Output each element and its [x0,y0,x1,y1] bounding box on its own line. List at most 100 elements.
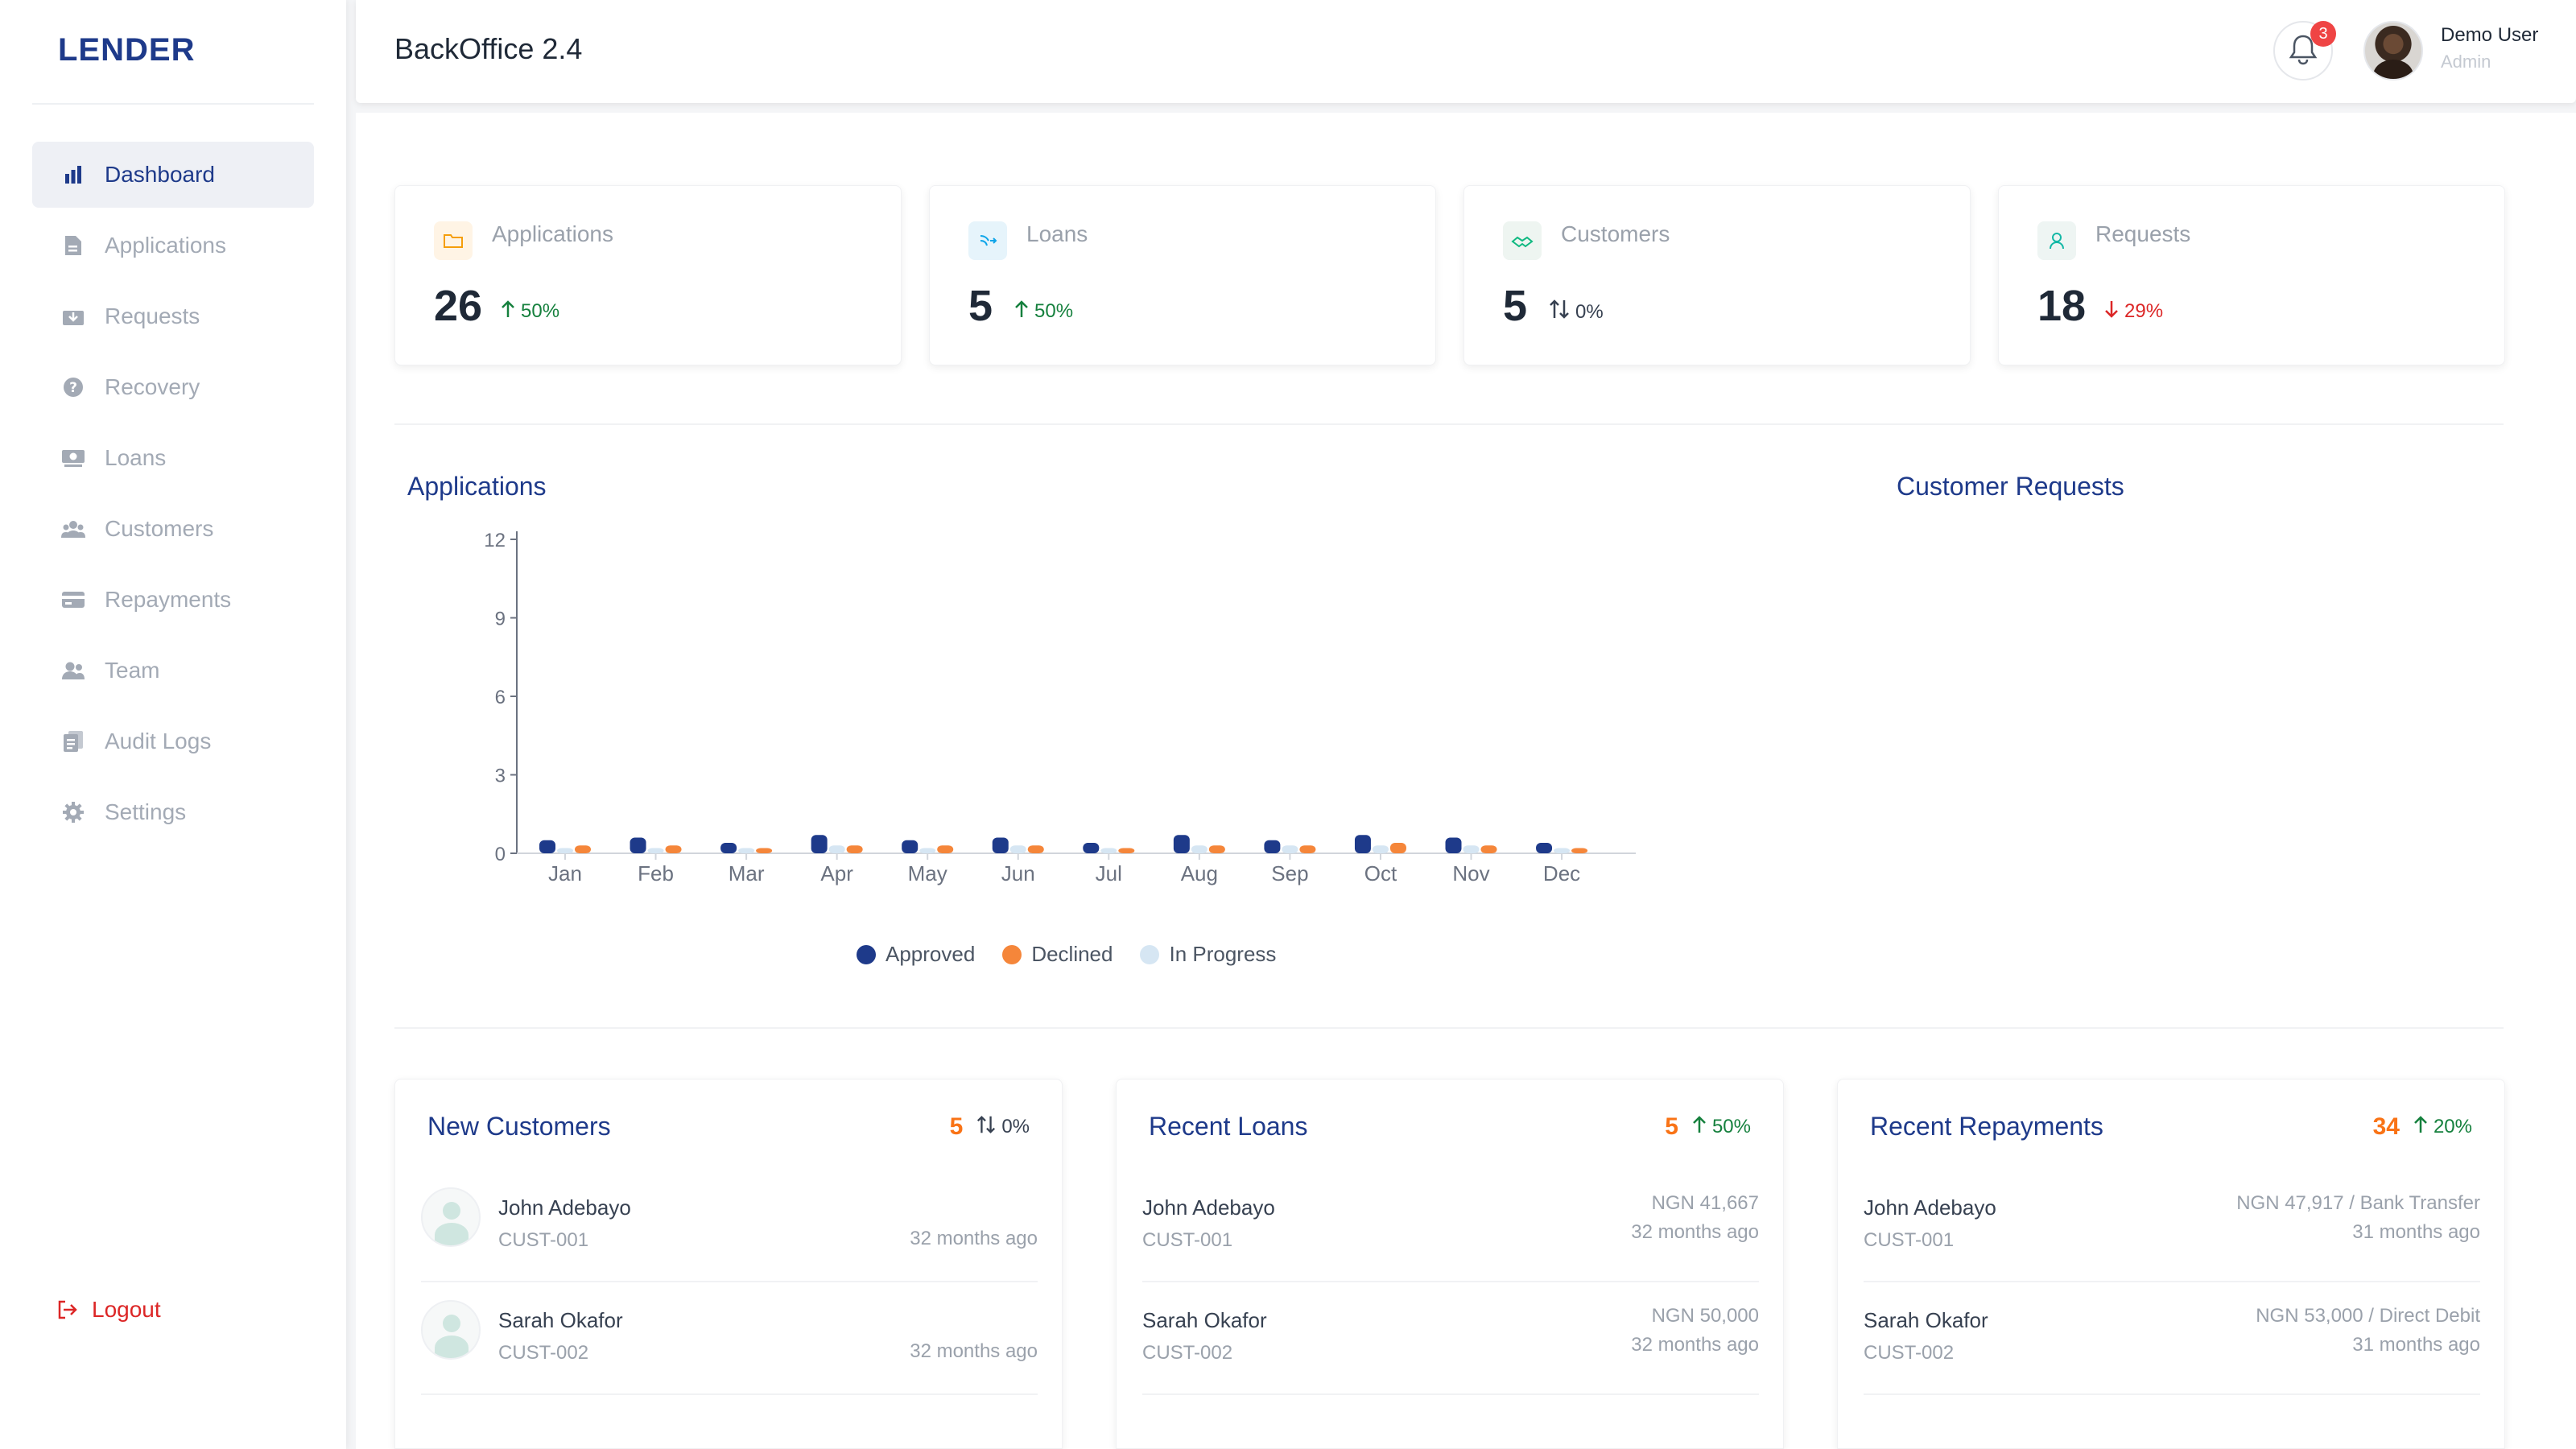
avatar[interactable] [2363,21,2423,80]
bar-declined [1480,845,1497,853]
arrow-up-icon [2413,1114,2429,1140]
customer-id: CUST-002 [1142,1342,1233,1364]
customer-name: John Adebayo [1142,1195,1275,1220]
stat-value: 18 [2037,282,2087,330]
card-summary: 5 0% [950,1113,1030,1141]
bar-declined [1027,845,1044,853]
sidebar-item-requests[interactable]: Requests [32,283,314,349]
x-tick-label: Sep [1271,861,1308,886]
section-divider [394,423,2504,425]
bar-in-progress [1463,845,1480,853]
stat-card-requests[interactable]: Requests 18 29% [1998,185,2505,365]
sidebar-nav: Dashboard Applications Requests ? Recove… [32,142,314,850]
y-tick-label: 3 [495,766,506,787]
sidebar-item-loans[interactable]: Loans [32,425,314,491]
stat-card-customers[interactable]: Customers 5 0% [1463,185,1971,365]
bar-in-progress [828,845,845,853]
row-time: 32 months ago [1631,1334,1759,1356]
inbox-download-icon [60,303,87,330]
bar-approved [1536,843,1553,853]
sidebar-item-dashboard[interactable]: Dashboard [32,142,314,208]
money-icon [60,444,87,472]
bar-in-progress [1282,845,1298,853]
stat-label: Applications [492,221,613,246]
list-item[interactable]: John Adebayo CUST-001 NGN 47,917 / Bank … [1864,1170,2480,1282]
sidebar-item-recovery[interactable]: ? Recovery [32,354,314,420]
sidebar-item-team[interactable]: Team [32,638,314,704]
row-time: 32 months ago [910,1228,1038,1249]
bar-in-progress [557,848,573,853]
bar-declined [1571,848,1588,853]
sidebar-item-repayments[interactable]: Repayments [32,567,314,633]
bar-approved [539,840,555,853]
logout-button[interactable]: Logout [53,1296,161,1323]
handshake-icon [1503,221,1542,260]
bar-approved [902,840,919,853]
clipboard-icon [60,728,87,755]
sidebar: LENDER Dashboard Applications Requests ?… [0,0,346,1449]
card-trend: 50% [1711,1116,1751,1137]
recent-repayments-card: Recent Repayments 34 20% John Adebayo CU… [1837,1079,2505,1449]
bar-approved [1354,835,1371,853]
customer-name: John Adebayo [1864,1195,1996,1220]
bar-declined [1118,848,1135,853]
applications-chart-title: Applications [407,472,547,501]
stat-value: 5 [968,282,993,330]
bar-approved [992,837,1009,853]
x-tick-label: Jun [1001,861,1035,886]
legend-item-in-progress[interactable]: In Progress [1140,942,1276,967]
customer-name: Sarah Okafor [498,1308,623,1332]
section-divider [394,1027,2504,1029]
list-item[interactable]: Sarah Okafor CUST-002 NGN 53,000 / Direc… [1864,1282,2480,1395]
list-item[interactable]: Sarah Okafor CUST-002 32 months ago [421,1282,1038,1395]
users-group-icon [60,515,87,543]
list-item[interactable]: John Adebayo CUST-001 32 months ago [421,1170,1038,1282]
stat-trend: 29% [2103,299,2163,324]
avatar-placeholder-icon [421,1187,481,1247]
money-send-icon [968,221,1007,260]
row-time: 32 months ago [1631,1221,1759,1243]
customer-name: Sarah Okafor [1864,1308,1988,1332]
list-item[interactable]: John Adebayo CUST-001 NGN 41,667 32 mont… [1142,1170,1759,1282]
sidebar-item-applications[interactable]: Applications [32,213,314,279]
arrow-up-down-icon [1548,299,1571,325]
legend-item-approved[interactable]: Approved [857,942,975,967]
sidebar-item-audit-logs[interactable]: Audit Logs [32,708,314,774]
logout-icon [53,1296,80,1323]
repayment-amount: NGN 47,917 / Bank Transfer [2236,1192,2480,1214]
stat-label: Customers [1561,221,1670,246]
sidebar-item-settings[interactable]: Settings [32,779,314,845]
bar-declined [665,845,682,853]
user-name[interactable]: Demo User [2441,24,2539,46]
list-item[interactable]: Sarah Okafor CUST-002 NGN 50,000 32 mont… [1142,1282,1759,1395]
bar-declined [756,848,773,853]
y-tick-label: 12 [484,531,506,551]
gear-icon [60,799,87,826]
bar-approved [811,835,828,853]
y-tick-label: 6 [495,687,506,708]
card-count: 5 [1665,1113,1678,1140]
card-trend: 20% [2433,1116,2472,1137]
user-icon [2037,221,2076,260]
bar-in-progress [1554,848,1571,853]
avatar-body [2373,60,2413,79]
sidebar-item-customers[interactable]: Customers [32,496,314,562]
bar-in-progress [1100,848,1117,853]
card-summary: 34 20% [2373,1113,2472,1141]
bar-declined [1208,845,1225,853]
arrow-up-down-icon [976,1114,997,1141]
card-title: New Customers [427,1112,611,1141]
sidebar-item-label: Requests [105,303,200,328]
stat-card-applications[interactable]: Applications 26 50% [394,185,902,365]
chart-legend: Approved Declined In Progress [857,942,1303,967]
sidebar-item-label: Audit Logs [105,729,212,753]
stat-card-loans[interactable]: Loans 5 50% [929,185,1436,365]
page-title: BackOffice 2.4 [394,32,583,65]
brand-logo[interactable]: LENDER [58,32,196,68]
bar-approved [1264,840,1281,853]
customer-id: CUST-001 [498,1229,589,1251]
arrow-up-icon [500,299,516,324]
bar-in-progress [919,848,936,853]
legend-item-declined[interactable]: Declined [1002,942,1113,967]
notifications-button[interactable]: 3 [2273,21,2336,80]
